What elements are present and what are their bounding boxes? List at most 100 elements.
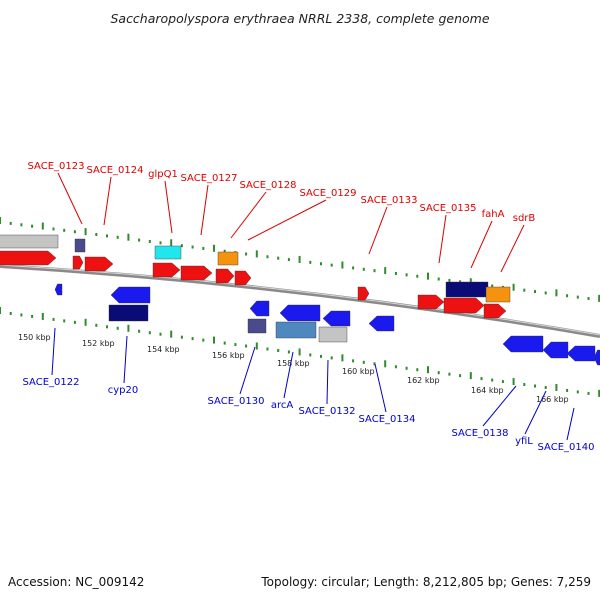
gene-label: sdrB <box>513 213 536 224</box>
minor-tick <box>480 377 483 381</box>
major-tick <box>255 250 258 258</box>
minor-tick <box>159 332 162 336</box>
gene-label: SACE_0122 <box>23 377 80 388</box>
minor-tick <box>362 267 365 271</box>
major-tick <box>555 289 558 297</box>
minor-tick <box>245 344 248 348</box>
scale-label: 156 kbp <box>212 351 245 360</box>
gene-blue <box>566 345 596 362</box>
gene-callout: SACE_0123 <box>28 161 84 225</box>
minor-tick <box>523 288 526 292</box>
major-tick <box>341 354 344 362</box>
gene-red <box>215 268 235 284</box>
scale-label: 164 kbp <box>471 386 504 395</box>
genome-backbone <box>0 264 600 338</box>
leader-line <box>524 390 547 435</box>
minor-tick <box>73 230 76 234</box>
major-tick <box>469 278 472 286</box>
gene-blue <box>368 315 395 332</box>
gene-label: SACE_0134 <box>359 414 416 425</box>
major-tick <box>469 372 472 380</box>
gene-blue <box>322 310 351 327</box>
major-tick <box>512 283 515 291</box>
major-tick <box>512 378 515 386</box>
gene-callout: SACE_0129 <box>247 188 356 241</box>
leader-line <box>326 359 329 405</box>
gene-blue <box>593 349 600 366</box>
minor-tick <box>95 233 98 237</box>
gene-slate <box>74 238 86 253</box>
minor-tick <box>566 294 569 298</box>
leader-line <box>247 199 327 241</box>
gene-red <box>357 286 370 301</box>
minor-tick <box>352 266 355 270</box>
tick-rows <box>0 217 600 397</box>
leader-line <box>57 172 83 225</box>
gene-label: fahA <box>482 209 505 220</box>
minor-tick <box>277 256 280 260</box>
major-tick <box>0 307 1 314</box>
scale-label: 162 kbp <box>407 376 440 385</box>
gene-label: SACE_0140 <box>538 442 595 453</box>
minor-tick <box>587 391 590 395</box>
gene-slate <box>247 318 267 334</box>
minor-tick <box>287 258 290 262</box>
minor-tick <box>448 372 451 376</box>
gene-callout: sdrB <box>500 213 536 273</box>
accession-text: Accession: NC_009142 <box>8 575 144 589</box>
leader-line <box>123 335 128 384</box>
minor-tick <box>202 246 205 250</box>
minor-tick <box>116 326 119 330</box>
gene-callout: SACE_0128 <box>230 180 296 239</box>
leader-line <box>566 407 575 441</box>
minor-tick <box>116 235 119 239</box>
backbone-highlight <box>0 264 600 336</box>
major-tick <box>427 272 429 280</box>
gene-label: yfiL <box>515 436 533 447</box>
minor-tick <box>191 245 194 249</box>
minor-tick <box>394 365 397 369</box>
minor-tick <box>320 354 322 358</box>
minor-tick <box>31 314 34 318</box>
minor-tick <box>576 390 579 394</box>
gene-label: SACE_0138 <box>452 428 509 439</box>
minor-tick <box>437 277 440 281</box>
minor-tick <box>245 252 248 256</box>
leader-line <box>230 191 267 239</box>
minor-tick <box>566 388 569 392</box>
gene-label: SACE_0132 <box>299 406 356 417</box>
minor-tick <box>138 329 141 333</box>
gene-callout: SACE_0127 <box>181 173 238 236</box>
gene-label: SACE_0133 <box>361 195 418 206</box>
gene-callout: yfiL <box>515 390 547 447</box>
major-tick <box>598 389 600 397</box>
leader-line <box>164 180 173 234</box>
minor-tick <box>330 356 333 360</box>
gene-callout: SACE_0140 <box>538 407 595 453</box>
gene-orange <box>217 251 239 266</box>
minor-tick <box>534 384 536 388</box>
major-tick <box>127 233 130 241</box>
scale-label: 158 kbp <box>277 359 310 368</box>
gene-label: SACE_0130 <box>208 396 265 407</box>
major-tick <box>213 244 215 252</box>
minor-tick <box>106 234 108 238</box>
gene-blue <box>279 304 321 322</box>
gene-cyan <box>154 245 182 260</box>
minor-tick <box>148 331 151 335</box>
gene-blue <box>249 300 270 317</box>
major-tick <box>0 217 1 224</box>
gene-blue <box>542 341 569 359</box>
minor-tick <box>180 244 183 248</box>
leader-line <box>200 184 209 236</box>
gene-steel <box>275 321 317 339</box>
gene-navy <box>445 281 489 298</box>
gene-red <box>180 265 213 281</box>
minor-tick <box>223 249 226 253</box>
minor-tick <box>266 347 269 351</box>
gene-label: SACE_0127 <box>181 173 238 184</box>
major-tick <box>255 342 258 350</box>
minor-tick <box>373 269 376 273</box>
gene-callout: arcA <box>271 351 294 411</box>
